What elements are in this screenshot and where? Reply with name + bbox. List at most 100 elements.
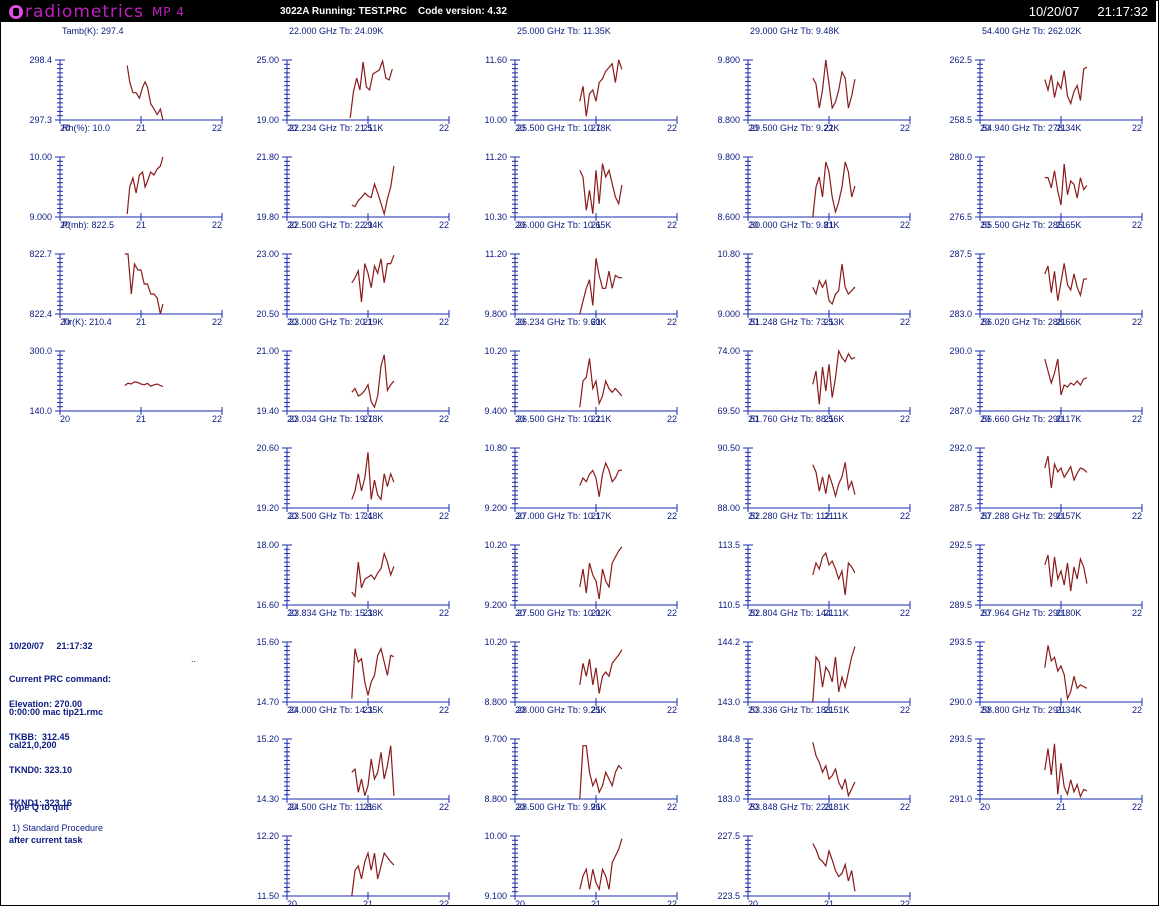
procedure-menu-item[interactable]: 1) Standard Procedure	[12, 823, 104, 833]
y-tick-label-min: 19.80	[256, 212, 279, 222]
series-line	[812, 161, 856, 218]
y-tick-label-max: 287.5	[949, 249, 972, 259]
y-tick-label-min: 287.5	[949, 503, 972, 513]
series-line	[579, 163, 623, 214]
x-tick-label: 20	[515, 220, 525, 230]
chart-title: 30.000 GHz Tb: 9.81K	[750, 220, 839, 230]
y-tick-label-min: 223.5	[717, 891, 740, 901]
x-tick-label: 22	[1132, 608, 1142, 618]
y-tick-label-min: 19.00	[256, 115, 279, 125]
chart-panel: 56.020 GHz Tb: 288.66K 290.0 287.0 20 21 22	[949, 317, 1143, 424]
x-tick-label: 20	[748, 123, 758, 133]
chart-title: Rh(%): 10.0	[62, 123, 110, 133]
y-tick-label-max: 10.80	[484, 443, 507, 453]
x-tick-label: 21	[591, 123, 601, 133]
x-tick-label: 22	[667, 511, 677, 521]
x-tick-label: 22	[212, 317, 222, 327]
x-tick-label: 22	[667, 899, 677, 906]
chart-title: 29.500 GHz Tb: 9.22K	[750, 123, 839, 133]
x-tick-label: 21	[1056, 802, 1066, 812]
y-tick-label-max: 822.7	[29, 249, 52, 259]
x-tick-label: 22	[667, 317, 677, 327]
y-tick-label-min: 9.000	[717, 309, 740, 319]
x-tick-label: 22	[900, 123, 910, 133]
chart-panel: 52.280 GHz Tb: 112.11K 113.5 110.5 20 21 22	[718, 511, 911, 618]
x-tick-label: 20	[515, 802, 525, 812]
y-tick-label-max: 10.20	[484, 637, 507, 647]
x-tick-label: 21	[363, 802, 373, 812]
x-tick-label: 22	[439, 802, 449, 812]
chart-panel: 30.000 GHz Tb: 9.81K 10.80 9.000 20 21 22	[717, 220, 911, 327]
series-line	[351, 165, 395, 217]
clock-time: 21:17:32	[1097, 4, 1148, 19]
chart-panel: 28.000 GHz Tb: 9.25K 9.700 8.800 20 21 22	[484, 705, 678, 812]
x-tick-label: 22	[900, 608, 910, 618]
y-tick-label-max: 292.5	[949, 540, 972, 550]
chart-title: 29.000 GHz Tb: 9.48K	[750, 26, 839, 36]
chart-title: 54.940 GHz Tb: 278.34K	[982, 123, 1081, 133]
x-tick-label: 21	[824, 317, 834, 327]
series-line	[1044, 263, 1088, 301]
x-tick-label: 21	[824, 123, 834, 133]
clock-date: 10/20/07	[1028, 4, 1080, 19]
y-tick-label-min: 143.0	[717, 697, 740, 707]
x-tick-label: 20	[60, 317, 70, 327]
series-line	[579, 745, 623, 800]
x-tick-label: 21	[591, 802, 601, 812]
series-line	[351, 745, 395, 796]
x-tick-label: 20	[515, 705, 525, 715]
x-tick-label: 21	[363, 511, 373, 521]
x-tick-label: 22	[667, 705, 677, 715]
chart-panel: 22.000 GHz Tb: 24.09K 25.00 19.00 20 21 22	[256, 26, 450, 133]
y-tick-label-min: 16.60	[256, 600, 279, 610]
y-tick-label-max: 10.00	[484, 831, 507, 841]
x-tick-label: 20	[980, 317, 990, 327]
prc-command-line1: 0:00:00 mac tip21.rmc	[9, 707, 104, 717]
series-line	[812, 59, 856, 110]
chart-title: 24.500 GHz Tb: 11.86K	[289, 802, 383, 812]
x-tick-label: 22	[667, 608, 677, 618]
chart-panel: 25.500 GHz Tb: 10.78K 11.20 10.30 20 21 22	[484, 123, 678, 230]
y-tick-label-max: 280.0	[949, 152, 972, 162]
x-tick-label: 20	[515, 414, 525, 424]
x-tick-label: 21	[1056, 511, 1066, 521]
chart-panel: 26.000 GHz Tb: 10.65K 11.20 9.800 20 21 22	[484, 220, 678, 327]
y-tick-label-max: 9.800	[717, 55, 740, 65]
tknd0-readout: TKND0: 323.10	[9, 765, 73, 775]
x-tick-label: 21	[591, 511, 601, 521]
x-tick-label: 20	[287, 511, 297, 521]
y-tick-label-max: 11.20	[485, 249, 507, 259]
chart-title: 27.000 GHz Tb: 10.17K	[517, 511, 611, 521]
chart-title: 24.000 GHz Tb: 14.35K	[289, 705, 383, 715]
chart-panel: 23.034 GHz Tb: 19.78K 20.60 19.20 20 21 22	[256, 414, 450, 521]
y-tick-label-max: 11.20	[485, 152, 507, 162]
chart-panel: 58.800 GHz Tb: 291.34K 293.5 291.0 20 21 22	[949, 705, 1143, 812]
x-tick-label: 21	[363, 608, 373, 618]
chart-panel: 53.336 GHz Tb: 183.51K 184.8 183.0 20 21 22	[717, 705, 911, 812]
chart-title: 51.248 GHz Tb: 73.53K	[750, 317, 844, 327]
series-line	[579, 546, 623, 600]
series-line	[812, 742, 856, 798]
x-tick-label: 20	[980, 608, 990, 618]
y-tick-label-max: 10.20	[484, 540, 507, 550]
x-tick-label: 20	[748, 220, 758, 230]
x-tick-label: 21	[824, 511, 834, 521]
x-tick-label: 22	[900, 511, 910, 521]
chart-panel: 23.500 GHz Tb: 17.48K 18.00 16.60 20 21 22	[256, 511, 450, 618]
x-tick-label: 20	[287, 317, 297, 327]
x-tick-label: 20	[980, 705, 990, 715]
x-tick-label: 20	[287, 899, 297, 906]
series-line	[126, 156, 164, 215]
x-tick-label: 20	[980, 414, 990, 424]
y-tick-label-min: 283.0	[949, 309, 972, 319]
y-tick-label-min: 19.40	[256, 406, 279, 416]
chart-title: 25.000 GHz Tb: 11.35K	[517, 26, 611, 36]
x-tick-label: 20	[748, 317, 758, 327]
y-tick-label-min: 8.800	[717, 115, 740, 125]
chart-panel: 24.500 GHz Tb: 11.86K 12.20 11.50 20 21 22	[256, 802, 450, 906]
chart-title: 57.964 GHz Tb: 290.80K	[982, 608, 1081, 618]
chart-panel: 54.400 GHz Tb: 262.02K 262.5 258.5 20 21 22	[949, 26, 1143, 133]
y-tick-label-max: 20.60	[256, 443, 279, 453]
series-line	[812, 646, 856, 703]
x-tick-label: 21	[824, 802, 834, 812]
